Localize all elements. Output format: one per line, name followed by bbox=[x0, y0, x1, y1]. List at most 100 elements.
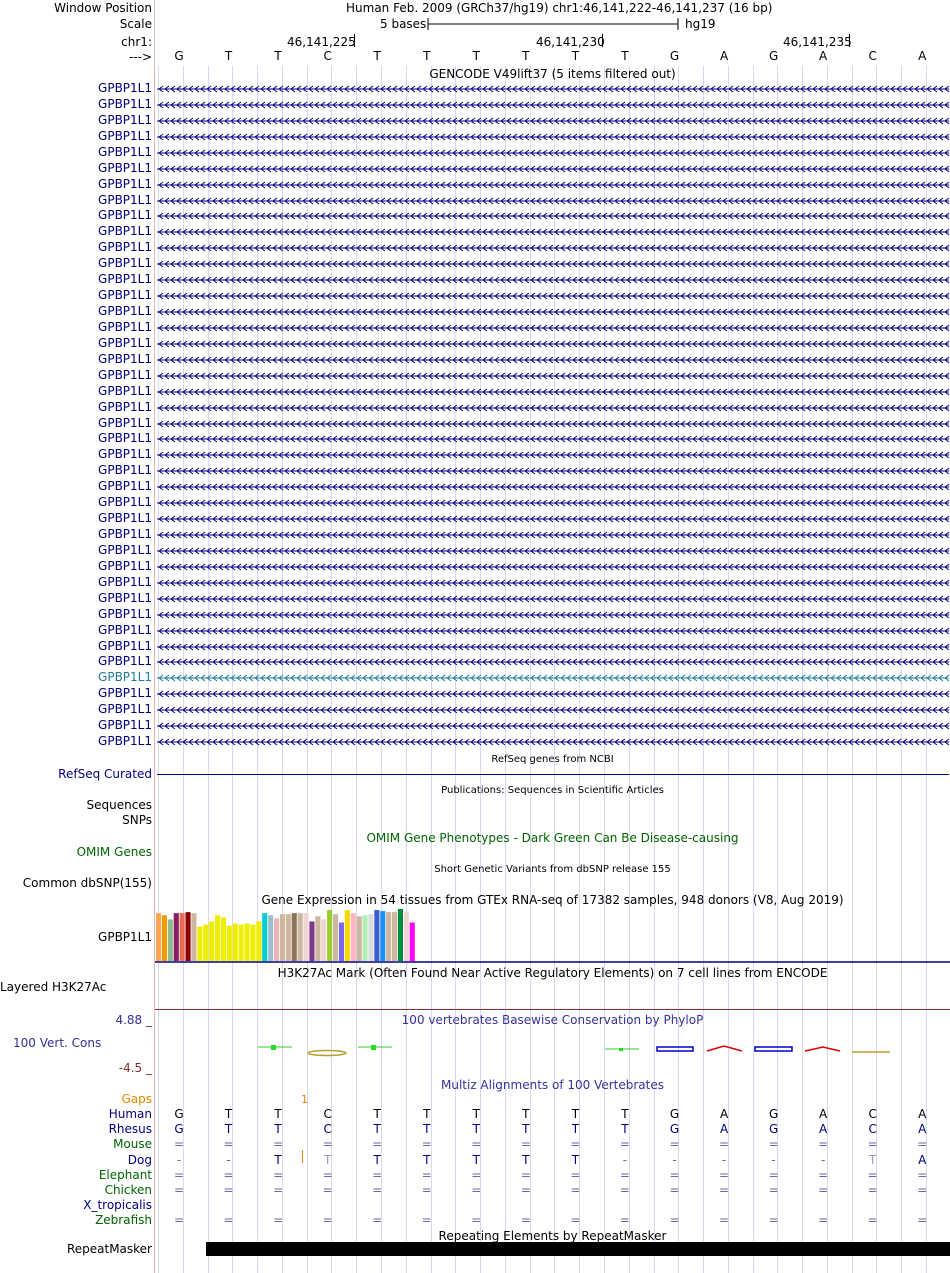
gtex-tissue-bar[interactable] bbox=[321, 919, 327, 961]
gencode-transcript[interactable] bbox=[157, 372, 949, 380]
gencode-gene-label[interactable]: GPBP1L1 bbox=[98, 670, 152, 685]
gencode-gene-label[interactable]: GPBP1L1 bbox=[98, 622, 152, 637]
gtex-tissue-bar[interactable] bbox=[362, 915, 368, 961]
gencode-transcript[interactable] bbox=[157, 228, 949, 236]
gencode-gene-label[interactable]: GPBP1L1 bbox=[98, 112, 152, 127]
publications-sequences-label[interactable]: Sequences bbox=[86, 798, 152, 812]
repeatmasker-label[interactable]: RepeatMasker bbox=[66, 1242, 152, 1256]
gencode-transcript[interactable] bbox=[157, 515, 949, 523]
gencode-transcript[interactable] bbox=[157, 324, 949, 332]
omim-track-title[interactable]: OMIM Gene Phenotypes - Dark Green Can Be… bbox=[366, 831, 739, 845]
gencode-transcript[interactable] bbox=[157, 260, 949, 268]
gencode-transcript[interactable] bbox=[157, 133, 949, 141]
gencode-gene-label[interactable]: GPBP1L1 bbox=[98, 208, 152, 223]
gencode-gene-label[interactable]: GPBP1L1 bbox=[98, 144, 152, 159]
species-label-dog[interactable]: Dog bbox=[127, 1152, 152, 1167]
gtex-tissue-bar[interactable] bbox=[209, 921, 215, 961]
gtex-tissue-bar[interactable] bbox=[185, 912, 191, 961]
repeatmasker-block[interactable] bbox=[206, 1242, 950, 1256]
gencode-gene-label[interactable]: GPBP1L1 bbox=[98, 256, 152, 271]
gtex-tissue-bar[interactable] bbox=[303, 913, 309, 961]
gencode-transcript[interactable] bbox=[157, 706, 949, 714]
gencode-gene-label[interactable]: GPBP1L1 bbox=[98, 479, 152, 494]
gtex-tissue-bar[interactable] bbox=[256, 921, 262, 961]
gencode-gene-label[interactable]: GPBP1L1 bbox=[98, 160, 152, 175]
gencode-transcript[interactable] bbox=[157, 85, 949, 93]
gencode-gene-label[interactable]: GPBP1L1 bbox=[98, 447, 152, 462]
gencode-transcript[interactable] bbox=[157, 117, 949, 125]
gencode-transcript[interactable] bbox=[157, 340, 949, 348]
gencode-transcript[interactable] bbox=[157, 356, 949, 364]
gencode-transcript[interactable] bbox=[157, 404, 949, 412]
gencode-gene-label[interactable]: GPBP1L1 bbox=[98, 351, 152, 366]
gtex-tissue-bar[interactable] bbox=[315, 916, 321, 961]
refseq-track-title[interactable]: RefSeq genes from NCBI bbox=[491, 754, 614, 765]
gencode-gene-label[interactable]: GPBP1L1 bbox=[98, 192, 152, 207]
gencode-transcript[interactable] bbox=[157, 547, 949, 555]
gencode-transcript[interactable] bbox=[157, 722, 949, 730]
gtex-tissue-bar[interactable] bbox=[285, 914, 291, 961]
gencode-transcript[interactable] bbox=[157, 388, 949, 396]
gencode-gene-label[interactable]: GPBP1L1 bbox=[98, 606, 152, 621]
publications-track-title[interactable]: Publications: Sequences in Scientific Ar… bbox=[441, 785, 664, 796]
gencode-gene-label[interactable]: GPBP1L1 bbox=[98, 367, 152, 382]
gencode-gene-label[interactable]: GPBP1L1 bbox=[98, 272, 152, 287]
h3k27ac-label[interactable]: Layered H3K27Ac bbox=[0, 980, 107, 994]
gencode-transcript[interactable] bbox=[157, 420, 949, 428]
gencode-gene-label[interactable]: GPBP1L1 bbox=[98, 558, 152, 573]
gencode-gene-label[interactable]: GPBP1L1 bbox=[98, 734, 152, 749]
gencode-transcript[interactable] bbox=[157, 579, 949, 587]
gtex-tissue-bar[interactable] bbox=[156, 913, 162, 961]
species-label-zebrafish[interactable]: Zebrafish bbox=[95, 1213, 152, 1228]
gencode-gene-label[interactable]: GPBP1L1 bbox=[98, 654, 152, 669]
gtex-tissue-bar[interactable] bbox=[167, 919, 173, 961]
gencode-gene-label[interactable]: GPBP1L1 bbox=[98, 431, 152, 446]
gencode-gene-label[interactable]: GPBP1L1 bbox=[98, 702, 152, 717]
gencode-gene-label[interactable]: GPBP1L1 bbox=[98, 319, 152, 334]
gtex-tissue-bar[interactable] bbox=[356, 916, 362, 961]
gaps-label[interactable]: Gaps bbox=[121, 1092, 152, 1106]
gencode-gene-label[interactable]: GPBP1L1 bbox=[98, 304, 152, 319]
gencode-gene-label[interactable]: GPBP1L1 bbox=[98, 399, 152, 414]
gencode-transcript[interactable] bbox=[157, 101, 949, 109]
gtex-tissue-bar[interactable] bbox=[409, 922, 415, 961]
refseq-curated-label[interactable]: RefSeq Curated bbox=[58, 767, 152, 781]
species-label-chicken[interactable]: Chicken bbox=[104, 1183, 152, 1197]
gencode-gene-label[interactable]: GPBP1L1 bbox=[98, 240, 152, 255]
species-label-human[interactable]: Human bbox=[108, 1107, 152, 1121]
gencode-transcript[interactable] bbox=[157, 643, 949, 651]
gencode-transcript[interactable] bbox=[157, 467, 949, 475]
gtex-tissue-bar[interactable] bbox=[179, 913, 185, 961]
gencode-gene-label[interactable]: GPBP1L1 bbox=[98, 383, 152, 398]
gencode-transcript[interactable] bbox=[157, 181, 949, 189]
gtex-tissue-bar[interactable] bbox=[344, 910, 350, 961]
gencode-transcript[interactable] bbox=[157, 149, 949, 157]
gencode-gene-label[interactable]: GPBP1L1 bbox=[98, 176, 152, 191]
h3k27ac-track-title[interactable]: H3K27Ac Mark (Often Found Near Active Re… bbox=[277, 966, 828, 980]
gencode-transcript[interactable] bbox=[157, 499, 949, 507]
gencode-transcript[interactable] bbox=[157, 483, 949, 491]
gencode-gene-label[interactable]: GPBP1L1 bbox=[98, 463, 152, 478]
gtex-track-title[interactable]: Gene Expression in 54 tissues from GTEx … bbox=[261, 893, 844, 907]
gtex-tissue-bar[interactable] bbox=[238, 924, 244, 961]
refseq-gene-line[interactable] bbox=[157, 774, 949, 775]
gtex-tissue-bar[interactable] bbox=[309, 921, 315, 961]
gtex-tissue-bar[interactable] bbox=[327, 910, 333, 961]
gtex-bar-chart[interactable] bbox=[155, 906, 950, 964]
publications-snps-label[interactable]: SNPs bbox=[122, 813, 152, 827]
gencode-gene-label[interactable]: GPBP1L1 bbox=[98, 574, 152, 589]
species-label-mouse[interactable]: Mouse bbox=[113, 1137, 152, 1152]
conservation-plot[interactable] bbox=[155, 1040, 950, 1060]
gtex-tissue-bar[interactable] bbox=[250, 924, 256, 961]
gtex-tissue-bar[interactable] bbox=[191, 913, 197, 961]
gencode-transcript[interactable] bbox=[157, 244, 949, 252]
gencode-transcript[interactable] bbox=[157, 165, 949, 173]
gencode-gene-label[interactable]: GPBP1L1 bbox=[98, 590, 152, 605]
gtex-tissue-bar[interactable] bbox=[392, 912, 398, 961]
gencode-transcript[interactable] bbox=[157, 276, 949, 284]
gtex-tissue-bar[interactable] bbox=[173, 913, 179, 961]
gencode-transcript[interactable] bbox=[157, 690, 949, 698]
gencode-transcript[interactable] bbox=[157, 531, 949, 539]
gencode-transcript[interactable] bbox=[157, 627, 949, 635]
gtex-tissue-bar[interactable] bbox=[350, 913, 356, 961]
